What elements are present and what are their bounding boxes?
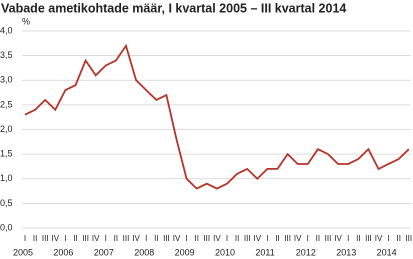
x-tick-label: IV (173, 234, 181, 243)
x-tick-label: I (24, 234, 26, 243)
year-label: 2010 (215, 247, 235, 257)
x-tick-label: II (73, 234, 77, 243)
x-tick-label: IV (52, 234, 60, 243)
year-label: 2011 (255, 247, 274, 257)
x-tick-label: I (64, 234, 66, 243)
x-tick-label: II (356, 234, 360, 243)
x-tick-label: II (154, 234, 158, 243)
x-tick-label: IV (254, 234, 262, 243)
x-tick-label: III (203, 234, 210, 243)
x-tick-label: II (316, 234, 320, 243)
x-tick-label: III (163, 234, 170, 243)
y-tick-label: 1,0 (0, 173, 13, 183)
x-tick-label: IV (213, 234, 221, 243)
y-unit: % (22, 16, 30, 26)
x-tick-label: III (244, 234, 251, 243)
y-tick-label: 4,0 (0, 25, 13, 35)
chart-title: Vabade ametikohtade määr, I kvartal 2005… (1, 1, 346, 15)
x-tick-label: IV (334, 234, 342, 243)
x-tick-label: IV (92, 234, 100, 243)
y-tick-label: 0,5 (0, 198, 13, 208)
x-tick-label: IV (294, 234, 302, 243)
x-tick-label: IV (132, 234, 140, 243)
x-tick-label: I (145, 234, 147, 243)
year-label: 2012 (296, 247, 316, 257)
x-tick-label: IV (375, 234, 383, 243)
x-tick-label: II (33, 234, 37, 243)
y-tick-label: 1,5 (0, 149, 13, 159)
x-tick-label: I (347, 234, 349, 243)
x-tick-label: II (235, 234, 239, 243)
x-tick-label: I (105, 234, 107, 243)
y-tick-label: 2,0 (0, 124, 13, 134)
x-tick-label: II (114, 234, 118, 243)
year-label: 2008 (134, 247, 154, 257)
x-tick-label: III (365, 234, 372, 243)
x-tick-label: III (405, 234, 412, 243)
x-tick-label: II (275, 234, 279, 243)
x-tick-label: I (185, 234, 187, 243)
x-tick-label: III (42, 234, 49, 243)
year-label: 2009 (175, 247, 195, 257)
year-label: 2007 (94, 247, 114, 257)
x-tick-label: II (194, 234, 198, 243)
x-tick-label: I (307, 234, 309, 243)
x-tick-label: III (284, 234, 291, 243)
year-label: 2013 (336, 247, 356, 257)
year-label: 2006 (53, 247, 73, 257)
y-tick-label: 0,0 (0, 222, 13, 232)
y-tick-label: 3,5 (0, 50, 13, 60)
x-tick-label: III (123, 234, 130, 243)
data-line (24, 43, 410, 190)
x-tick-label: I (387, 234, 389, 243)
x-tick-label: I (266, 234, 268, 243)
x-tick-label: I (226, 234, 228, 243)
y-tick-label: 2,5 (0, 99, 13, 109)
x-tick-label: III (325, 234, 332, 243)
year-label: 2014 (377, 247, 397, 257)
year-label: 2005 (13, 247, 33, 257)
y-tick-label: 3,0 (0, 75, 13, 85)
x-tick-label: II (396, 234, 400, 243)
x-tick-label: III (82, 234, 89, 243)
